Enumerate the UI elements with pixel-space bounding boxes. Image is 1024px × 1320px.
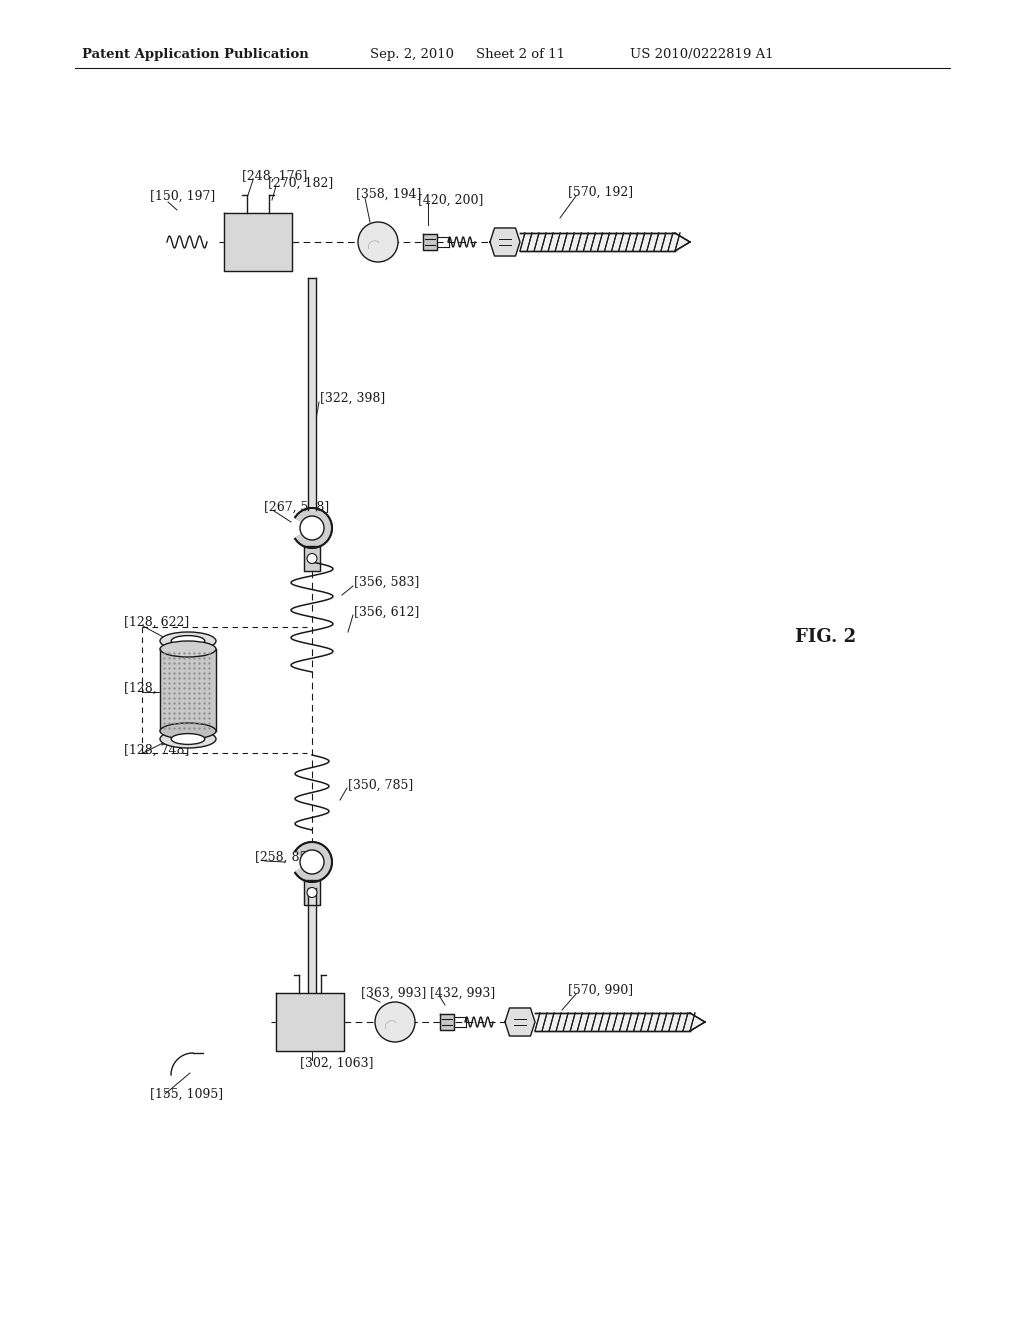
Text: Sep. 2, 2010: Sep. 2, 2010: [370, 48, 454, 61]
Text: [356, 612]: [356, 612]: [354, 606, 420, 619]
Polygon shape: [295, 508, 332, 548]
Polygon shape: [295, 842, 332, 882]
Polygon shape: [304, 880, 319, 906]
Polygon shape: [308, 279, 316, 510]
Text: [363, 993]: [363, 993]: [361, 986, 426, 999]
Text: [358, 194]: [358, 194]: [356, 187, 421, 201]
Ellipse shape: [160, 723, 216, 739]
Text: [302, 1063]: [302, 1063]: [300, 1056, 374, 1069]
Text: [570, 192]: [570, 192]: [568, 186, 633, 198]
Ellipse shape: [171, 636, 205, 647]
Circle shape: [358, 222, 398, 261]
Text: [267, 508]: [267, 508]: [264, 500, 330, 513]
Circle shape: [307, 887, 317, 898]
Polygon shape: [304, 546, 319, 572]
Text: FIG. 2: FIG. 2: [795, 628, 856, 645]
Text: [150, 197]: [150, 197]: [150, 190, 215, 202]
Ellipse shape: [171, 734, 205, 744]
Text: [322, 398]: [322, 398]: [319, 392, 385, 404]
Text: [270, 182]: [270, 182]: [268, 177, 333, 190]
Text: [155, 1095]: [155, 1095]: [150, 1088, 223, 1101]
Circle shape: [300, 850, 324, 874]
Text: Sheet 2 of 11: Sheet 2 of 11: [476, 48, 565, 61]
Polygon shape: [535, 1012, 705, 1031]
Text: [128, 688]: [128, 688]: [124, 681, 189, 694]
Text: [570, 990]: [570, 990]: [568, 983, 633, 997]
Text: [356, 583]: [356, 583]: [354, 576, 420, 589]
Polygon shape: [160, 649, 216, 731]
Text: [350, 785]: [350, 785]: [348, 779, 414, 792]
Ellipse shape: [160, 642, 216, 657]
Text: [128, 748]: [128, 748]: [124, 743, 189, 756]
Text: [248, 176]: [248, 176]: [242, 169, 307, 182]
Polygon shape: [224, 213, 292, 271]
Polygon shape: [520, 234, 690, 251]
Text: [128, 622]: [128, 622]: [124, 615, 189, 628]
Polygon shape: [440, 1014, 454, 1030]
Polygon shape: [505, 1008, 535, 1036]
Circle shape: [375, 1002, 415, 1041]
Text: US 2010/0222819 A1: US 2010/0222819 A1: [630, 48, 773, 61]
Circle shape: [300, 516, 324, 540]
Text: [420, 200]: [420, 200]: [418, 194, 483, 206]
Circle shape: [307, 553, 317, 564]
Polygon shape: [308, 888, 316, 993]
Polygon shape: [490, 228, 520, 256]
Ellipse shape: [160, 632, 216, 649]
Text: [432, 993]: [432, 993]: [430, 986, 496, 999]
Text: [258, 858]: [258, 858]: [255, 850, 321, 863]
Text: Patent Application Publication: Patent Application Publication: [82, 48, 309, 61]
Polygon shape: [423, 234, 437, 249]
Polygon shape: [276, 993, 344, 1051]
Ellipse shape: [160, 730, 216, 748]
